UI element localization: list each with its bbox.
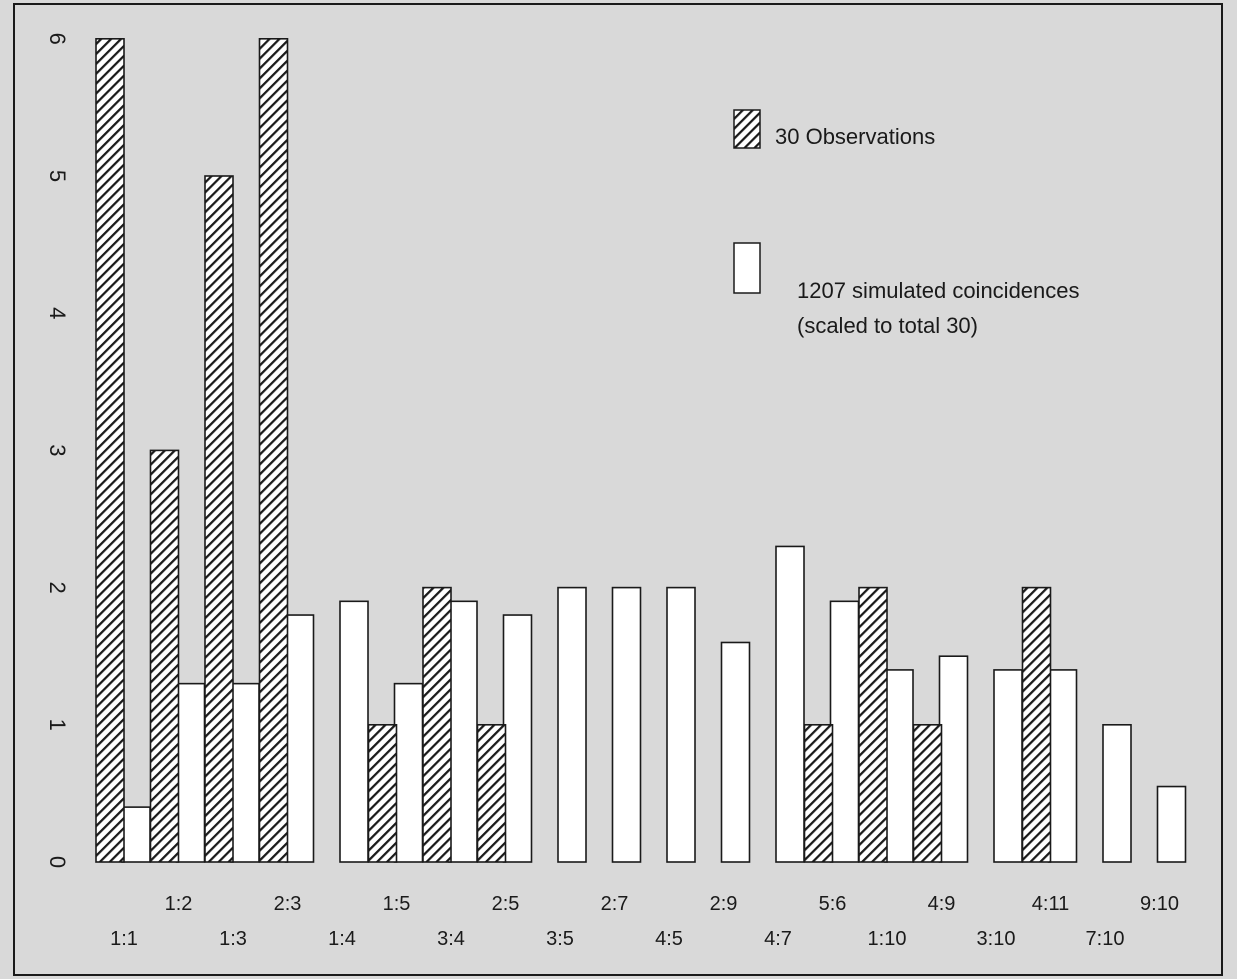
x-tick-label: 4:11 xyxy=(1032,893,1069,915)
bar-simulated xyxy=(502,614,533,863)
x-tick-label: 7:10 xyxy=(1086,928,1125,950)
bar-simulated xyxy=(720,641,751,863)
y-axis: 0 1 2 3 4 5 6 xyxy=(45,33,70,868)
bar-simulated xyxy=(557,586,587,863)
bar-simulated xyxy=(666,586,696,863)
bar-simulated xyxy=(829,600,860,863)
x-tick-label: 1:10 xyxy=(868,928,907,950)
bar-simulated xyxy=(938,655,969,863)
x-tick-label: 2:5 xyxy=(492,893,520,915)
bar-simulated xyxy=(121,806,151,863)
bar-observed xyxy=(858,586,888,863)
legend-label-simulated: 1207 simulated coincidences xyxy=(797,278,1080,303)
bar-simulated xyxy=(339,600,369,863)
bar-observed xyxy=(803,723,834,863)
bar-observed xyxy=(912,723,943,863)
y-tick-label: 3 xyxy=(45,444,70,456)
x-tick-label: 5:6 xyxy=(819,893,847,915)
bar-observed xyxy=(367,723,398,863)
y-tick-label: 6 xyxy=(45,33,70,45)
bar-observed xyxy=(1021,586,1052,863)
x-tick-label: 1:1 xyxy=(110,928,138,950)
bar-simulated xyxy=(884,669,914,863)
bar-observed xyxy=(95,37,125,863)
bar-simulated xyxy=(393,682,424,863)
x-tick-label: 4:9 xyxy=(928,893,956,915)
x-tick-label: 3:5 xyxy=(546,928,574,950)
x-tick-label: 3:4 xyxy=(437,928,465,950)
x-tick-label: 1:3 xyxy=(219,928,247,950)
legend-swatch-observations xyxy=(733,109,761,149)
bar-observed xyxy=(476,723,507,863)
x-tick-label: 1:5 xyxy=(383,893,411,915)
x-axis-labels: 1:1 1:2 1:3 2:3 1:4 1:5 3:4 2:5 3:5 2:7 4:5 2:9 4:7 5… xyxy=(110,893,1179,950)
x-tick-label: 2:3 xyxy=(274,893,302,915)
x-tick-label: 4:7 xyxy=(764,928,792,950)
y-tick-label: 2 xyxy=(45,581,70,593)
legend: 30 Observations 1207 simulated coinciden… xyxy=(733,109,1080,338)
bar-simulated xyxy=(175,682,206,863)
x-tick-label: 1:2 xyxy=(165,893,193,915)
bar-observed xyxy=(422,586,452,863)
x-tick-label: 2:7 xyxy=(601,893,629,915)
y-tick-label: 0 xyxy=(45,856,70,868)
x-tick-label: 9:10 xyxy=(1140,893,1179,915)
bar-simulated xyxy=(993,669,1023,863)
x-tick-label: 2:9 xyxy=(710,893,738,915)
bar-simulated xyxy=(448,600,478,863)
legend-sublabel-simulated: (scaled to total 30) xyxy=(797,313,978,338)
y-tick-label: 1 xyxy=(45,719,70,731)
bar-observed xyxy=(149,449,180,863)
x-tick-label: 3:10 xyxy=(977,928,1016,950)
y-tick-label: 5 xyxy=(45,170,70,182)
legend-swatch-simulated xyxy=(733,242,761,294)
bar-simulated xyxy=(1102,723,1132,863)
bar-observed xyxy=(204,175,234,863)
legend-label-observations: 30 Observations xyxy=(775,124,935,149)
bar-simulated xyxy=(611,586,642,863)
bar-observed xyxy=(258,37,289,863)
bar-simulated xyxy=(1156,785,1187,863)
bar-simulated xyxy=(1047,669,1078,863)
bar-simulated xyxy=(284,614,315,863)
bar-simulated xyxy=(775,545,805,863)
x-tick-label: 1:4 xyxy=(328,928,356,950)
y-tick-label: 4 xyxy=(45,307,70,319)
bar-simulated xyxy=(230,682,260,863)
bars-group xyxy=(95,37,1187,863)
x-tick-label: 4:5 xyxy=(655,928,683,950)
